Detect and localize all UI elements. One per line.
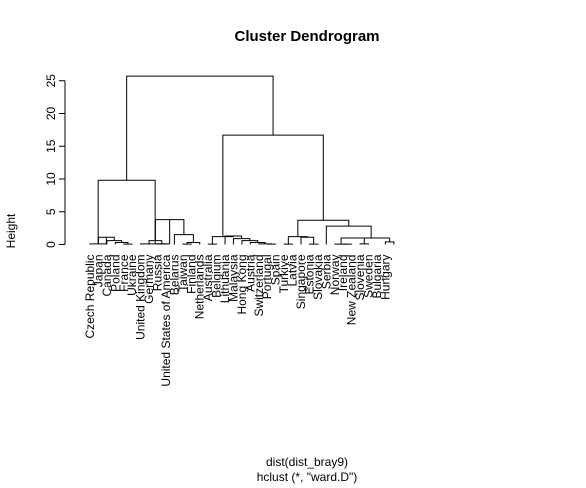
leaf-label: Bulgaria [370, 254, 384, 298]
leaf-label: Singapore [294, 254, 308, 309]
y-axis: 0 5 10 15 20 25 [44, 74, 66, 248]
leaf-label: Slovenia [353, 254, 367, 300]
leaf-label: Slovakia [311, 254, 325, 300]
leaf-label: Russia [151, 254, 165, 291]
leaf-labels: Czech RepublicJapanCanadaPolandFranceUkr… [83, 254, 392, 386]
method-sublabel: hclust (*, "ward.D") [257, 470, 358, 484]
leaf-label: Ireland [336, 255, 350, 292]
leaf-label: Japan [91, 255, 105, 288]
dendrogram-branch [222, 134, 324, 237]
leaf-label: Estonia [302, 254, 316, 294]
leaf-label: Spain [269, 255, 283, 286]
dendrogram-branch [126, 75, 274, 181]
leaf-label: Malaysia [226, 254, 240, 302]
leaf-label: United Kingdom [134, 255, 148, 340]
y-axis-label: Height [4, 213, 18, 248]
y-tick-label: 0 [44, 241, 58, 248]
chart-title: Cluster Dendrogram [234, 28, 379, 45]
leaf-label: Poland [108, 255, 122, 292]
leaf-label: Czech Republic [83, 255, 97, 339]
dendrogram-branch [352, 237, 391, 242]
dendrogram-branch [97, 179, 156, 244]
leaf-label: Australia [201, 254, 215, 301]
leaf-label: New Zealand [345, 255, 359, 326]
leaf-label: Serbia [319, 254, 333, 289]
y-tick-label: 15 [44, 139, 58, 153]
leaf-label: Belarus [167, 255, 181, 296]
y-tick-label: 5 [44, 208, 58, 215]
leaf-label: France [117, 254, 131, 292]
dendrogram-tree [89, 75, 395, 245]
dendrogram-branch [297, 219, 350, 237]
leaf-label: Taiwan [176, 255, 190, 292]
leaf-label: Sweden [362, 255, 376, 298]
leaf-label: Hungary [378, 255, 392, 300]
leaf-label: Switzerland [252, 255, 266, 317]
x-axis-label: dist(dist_bray9) [266, 455, 348, 469]
dendrogram-branch [384, 241, 395, 245]
leaf-label: Latvia [286, 254, 300, 286]
leaf-label: Portugal [260, 255, 274, 300]
leaf-label: Hong Kong [235, 255, 249, 315]
y-tick-label: 10 [44, 172, 58, 186]
dendrogram-branch [211, 235, 234, 245]
leaf-label: Belgium [210, 255, 224, 298]
leaf-label: Netherlands [193, 255, 207, 320]
leaf-label: Austria [243, 254, 257, 292]
leaf-label: United States of America [159, 254, 173, 386]
y-tick-label: 25 [44, 74, 58, 88]
leaf-label: Canada [100, 254, 114, 296]
leaf-label: Norway [328, 255, 342, 296]
leaf-label: Lithuania [218, 254, 232, 303]
leaf-label: Turkiye [277, 254, 291, 293]
leaf-label: Ukraine [125, 254, 139, 296]
dendrogram-branch [359, 243, 370, 245]
leaf-label: Finland [184, 255, 198, 294]
y-tick-label: 20 [44, 107, 58, 121]
dendrogram-branch [300, 236, 315, 245]
leaf-label: Germany [142, 255, 156, 304]
dendrogram-branch [340, 237, 365, 245]
